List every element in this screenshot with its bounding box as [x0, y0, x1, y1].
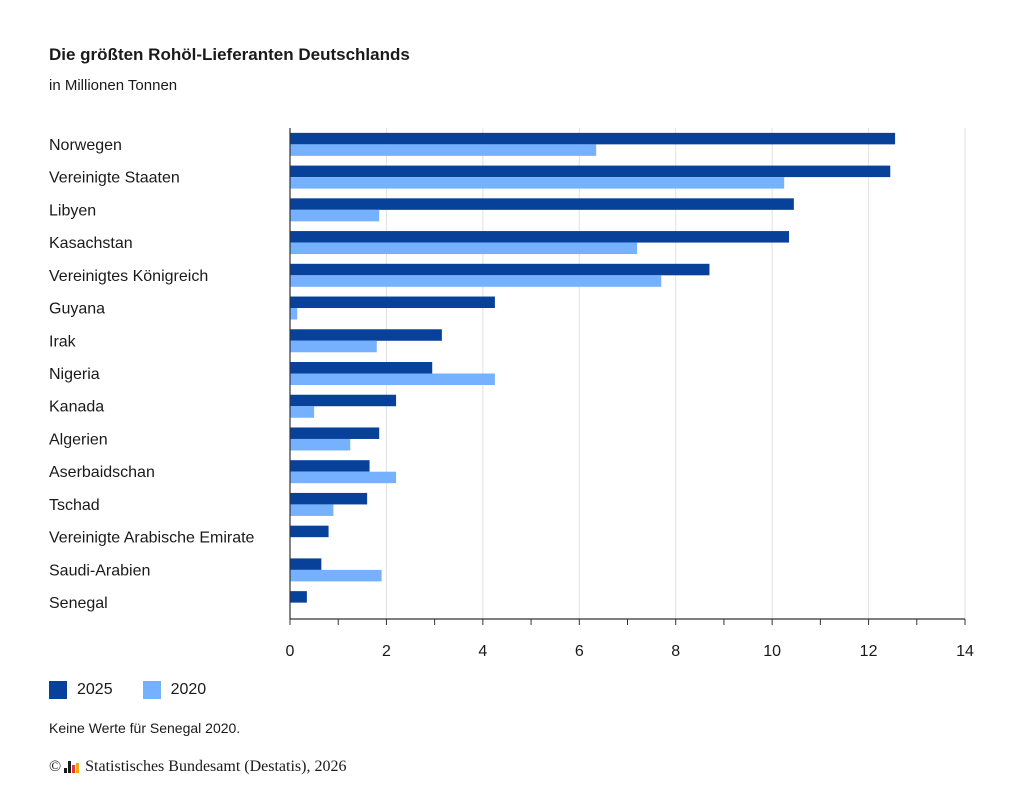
bar-2025-aserbaidschan[interactable] [290, 460, 370, 472]
bar-2020-vereinigtes-königreich[interactable] [290, 275, 662, 287]
category-label-5: Vereinigtes Königreich [49, 268, 208, 285]
chart-subtitle: in Millionen Tonnen [49, 77, 178, 94]
x-tick-label-4: 4 [478, 643, 487, 660]
bar-2025-algerien[interactable] [290, 427, 380, 439]
legend-item-2020[interactable]: 2020 [142, 681, 207, 699]
category-label-15: Senegal [49, 595, 108, 612]
chart-note: Keine Werte für Senegal 2020. [49, 720, 241, 736]
bar-2020-libyen[interactable] [290, 209, 380, 222]
bar-2020-aserbaidschan[interactable] [290, 471, 397, 484]
legend-label-2020: 2020 [170, 681, 207, 698]
destatis-logo-icon [64, 761, 80, 773]
bar-2020-guyana[interactable] [290, 308, 298, 320]
legend-item-2025[interactable]: 2025 [49, 681, 113, 699]
copyright-symbol: © [49, 758, 62, 775]
bar-2025-vereinigte-arabische-emirate[interactable] [290, 525, 329, 538]
category-label-3: Libyen [49, 202, 96, 219]
category-label-7: Irak [49, 333, 77, 350]
category-label-12: Tschad [49, 497, 100, 514]
category-label-11: Aserbaidschan [49, 464, 155, 481]
bar-2025-senegal[interactable] [290, 591, 307, 603]
category-label-10: Algerien [49, 431, 108, 448]
source-text: Statistisches Bundesamt (Destatis), 2026 [85, 758, 347, 775]
bar-2025-nigeria[interactable] [290, 362, 433, 374]
bar-2020-irak[interactable] [290, 340, 377, 353]
bar-2025-libyen[interactable] [290, 198, 794, 210]
x-tick-label-12: 12 [860, 643, 878, 660]
chart-title: Die größten Rohöl-Lieferanten Deutschlan… [49, 45, 410, 64]
legend-swatch-2020 [142, 681, 161, 699]
bar-2025-kasachstan[interactable] [290, 231, 790, 243]
category-label-6: Guyana [49, 301, 105, 318]
category-label-13: Vereinigte Arabische Emirate [49, 530, 255, 547]
bar-2020-vereinigte-staaten[interactable] [290, 177, 785, 189]
bar-2020-norwegen[interactable] [290, 144, 597, 156]
bar-2025-norwegen[interactable] [290, 132, 896, 145]
category-label-8: Nigeria [49, 366, 100, 383]
bar-2020-kanada[interactable] [290, 406, 315, 418]
bar-2020-kasachstan[interactable] [290, 242, 638, 255]
bar-2025-vereinigte-staaten[interactable] [290, 165, 891, 178]
category-label-14: Saudi-Arabien [49, 562, 150, 579]
category-label-9: Kanada [49, 399, 104, 416]
bar-2025-guyana[interactable] [290, 296, 495, 309]
x-tick-label-8: 8 [671, 643, 680, 660]
bar-2020-algerien[interactable] [290, 438, 351, 451]
bar-2020-saudi-arabien[interactable] [290, 569, 382, 582]
legend-label-2025: 2025 [77, 681, 113, 698]
bar-chart: Norwegen Vereinigte Staaten Libyen Kasachst… [49, 128, 974, 660]
x-tick-label-0: 0 [286, 643, 295, 660]
chart-legend: 2025 2020 [49, 681, 236, 699]
category-label-1: Norwegen [49, 137, 122, 154]
x-tick-label-2: 2 [382, 643, 391, 660]
bar-2025-saudi-arabien[interactable] [290, 558, 322, 570]
source-footer: © Statistisches Bundesamt (Destatis), 20… [49, 758, 346, 776]
legend-swatch-2025 [49, 681, 67, 699]
bar-2020-nigeria[interactable] [290, 373, 495, 386]
bar-2020-tschad[interactable] [290, 504, 334, 516]
x-tick-label-14: 14 [956, 643, 974, 660]
bar-2025-tschad[interactable] [290, 492, 368, 505]
bar-2025-kanada[interactable] [290, 394, 397, 407]
x-tick-label-6: 6 [575, 643, 584, 660]
x-tick-label-10: 10 [763, 643, 781, 660]
category-label-4: Kasachstan [49, 235, 133, 252]
bar-2025-vereinigtes-königreich[interactable] [290, 263, 710, 276]
category-label-2: Vereinigte Staaten [49, 170, 180, 187]
bar-2025-irak[interactable] [290, 329, 442, 341]
